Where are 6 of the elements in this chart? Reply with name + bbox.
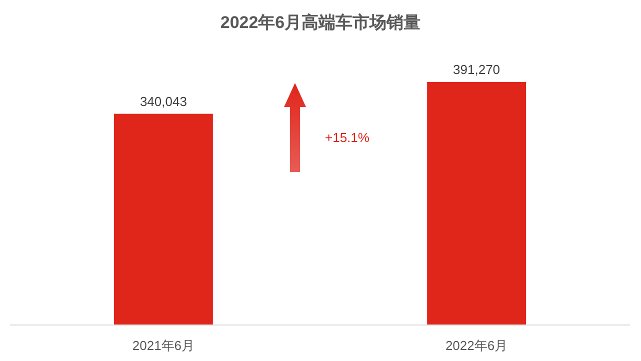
data-label: 340,043 [140,94,187,109]
x-tick-label: 2022年6月 [445,338,508,353]
chart-title: 2022年6月高端车市场销量 [220,13,421,32]
x-tick-label: 2021年6月 [132,338,195,353]
data-label: 391,270 [453,62,500,77]
annotation: +15.1% [325,130,370,145]
